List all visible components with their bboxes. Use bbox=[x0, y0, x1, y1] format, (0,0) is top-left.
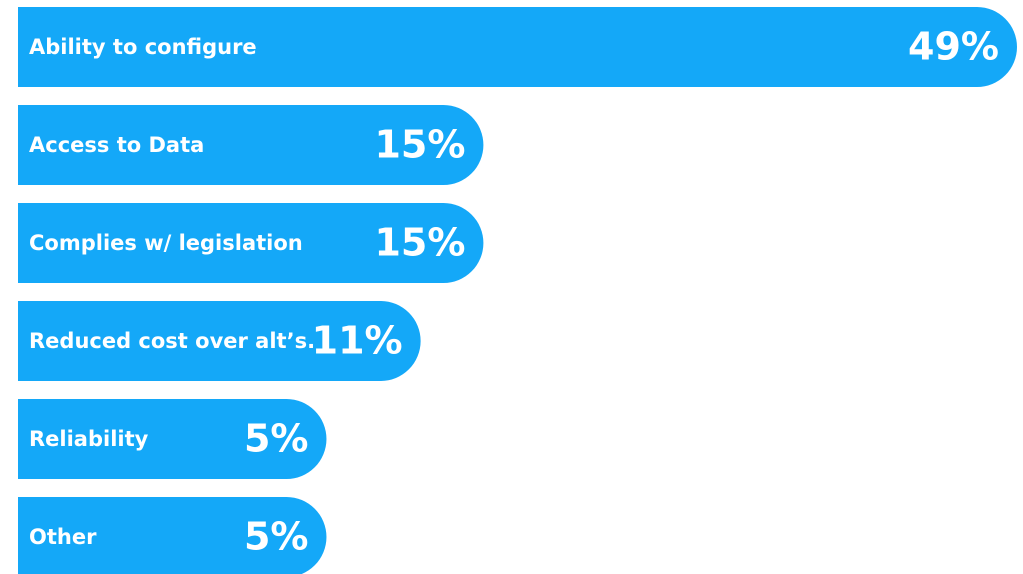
bar-label: Access to Data bbox=[29, 133, 204, 157]
bar bbox=[18, 301, 421, 381]
bar bbox=[18, 7, 1017, 87]
bar-label: Other bbox=[29, 525, 97, 549]
value-label: 15% bbox=[374, 123, 465, 167]
value-label: 5% bbox=[244, 417, 309, 461]
bar-label: Complies w/ legislation bbox=[29, 231, 303, 255]
bar bbox=[18, 105, 484, 185]
bar-label: Reduced cost over alt’s. bbox=[29, 329, 315, 353]
value-label: 11% bbox=[312, 319, 403, 363]
value-label: 15% bbox=[374, 221, 465, 265]
bar bbox=[18, 203, 484, 283]
bar-label: Ability to configure bbox=[29, 35, 257, 59]
bar-label: Reliability bbox=[29, 427, 149, 451]
bar bbox=[18, 497, 327, 574]
bar bbox=[18, 399, 327, 479]
value-label: 49% bbox=[908, 25, 999, 69]
value-label: 5% bbox=[244, 515, 309, 559]
